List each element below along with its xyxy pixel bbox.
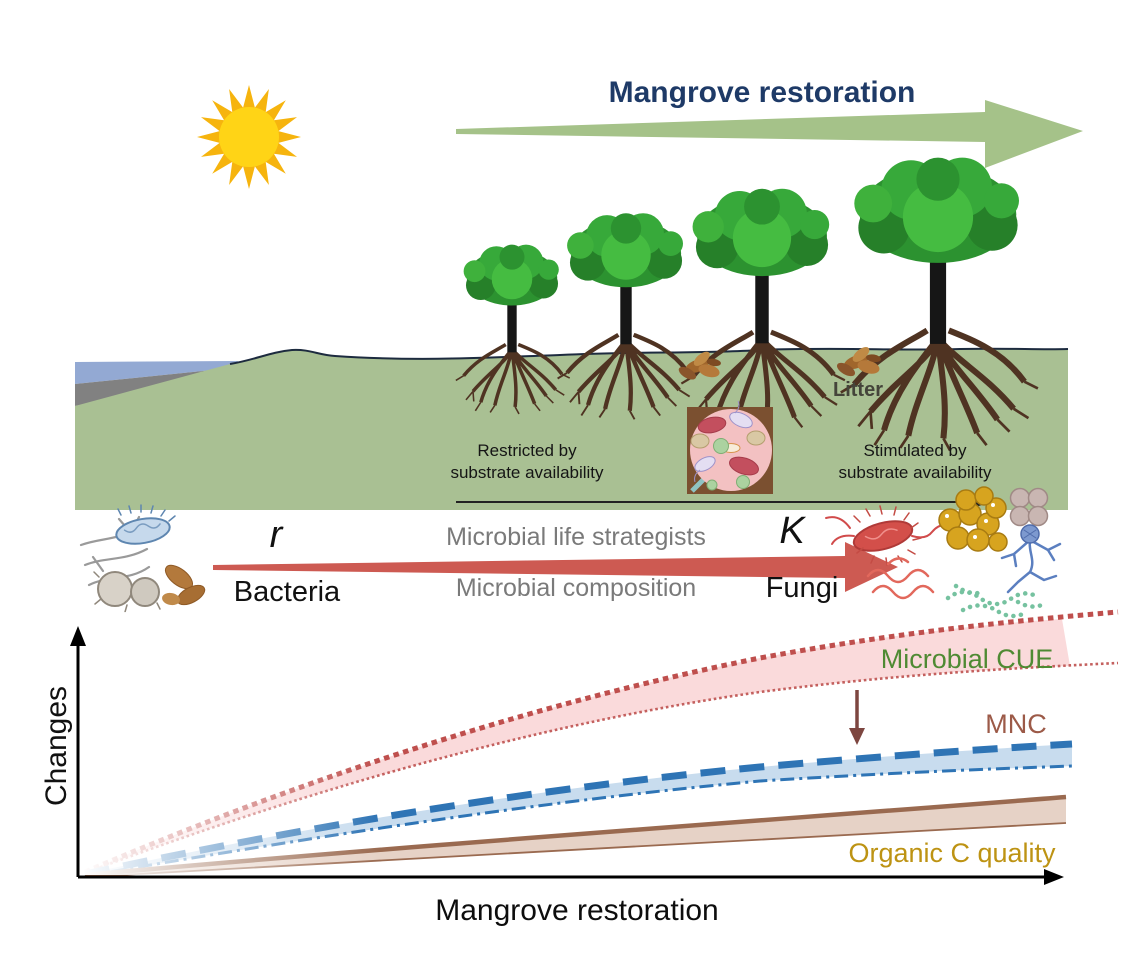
banner-title: Mangrove restoration — [608, 76, 916, 109]
cue-to-mnc-arrow — [849, 690, 865, 745]
k-strategist-label: K — [779, 510, 805, 552]
restricted-caption-line2: substrate availability — [450, 463, 604, 483]
mangrove-restoration-arrow — [456, 100, 1083, 168]
fungi-community-illustration — [825, 486, 1062, 619]
stimulated-caption-line1: Stimulated by — [863, 441, 967, 460]
stimulated-caption-line2: substrate availability — [838, 463, 992, 483]
r-to-k-arrow — [213, 542, 898, 592]
stimulated-caption: Stimulated by substrate availability — [833, 440, 997, 484]
composition-label: Microbial composition — [455, 574, 697, 602]
sun-icon — [197, 85, 301, 189]
mnc-band — [85, 744, 1072, 876]
organic-c-quality-label: Organic C quality — [848, 838, 1056, 868]
microbial-cue-label: Microbial CUE — [880, 644, 1054, 674]
mnc-label: MNC — [985, 709, 1047, 739]
bacteria-label: Bacteria — [233, 576, 341, 608]
conceptual-chart — [70, 609, 1119, 885]
surface-line — [229, 347, 1069, 365]
life-strategists-label: Microbial life strategists — [446, 523, 706, 551]
y-axis — [70, 626, 86, 877]
restricted-caption-line1: Restricted by — [477, 441, 577, 460]
water — [75, 361, 238, 384]
ground — [75, 348, 1068, 510]
microbial-community-inset — [687, 400, 773, 494]
r-strategist-label: r — [269, 514, 283, 556]
fungi-label: Fungi — [765, 572, 839, 604]
cue-band — [85, 619, 1070, 873]
x-axis-label: Mangrove restoration — [435, 894, 719, 927]
landscape-illustration — [75, 158, 1069, 510]
x-axis — [78, 869, 1064, 885]
litter-label: Litter — [833, 379, 883, 401]
restricted-caption: Restricted by substrate availability — [447, 440, 607, 484]
bacteria-community-illustration — [79, 504, 206, 613]
y-axis-label: Changes — [40, 685, 73, 807]
